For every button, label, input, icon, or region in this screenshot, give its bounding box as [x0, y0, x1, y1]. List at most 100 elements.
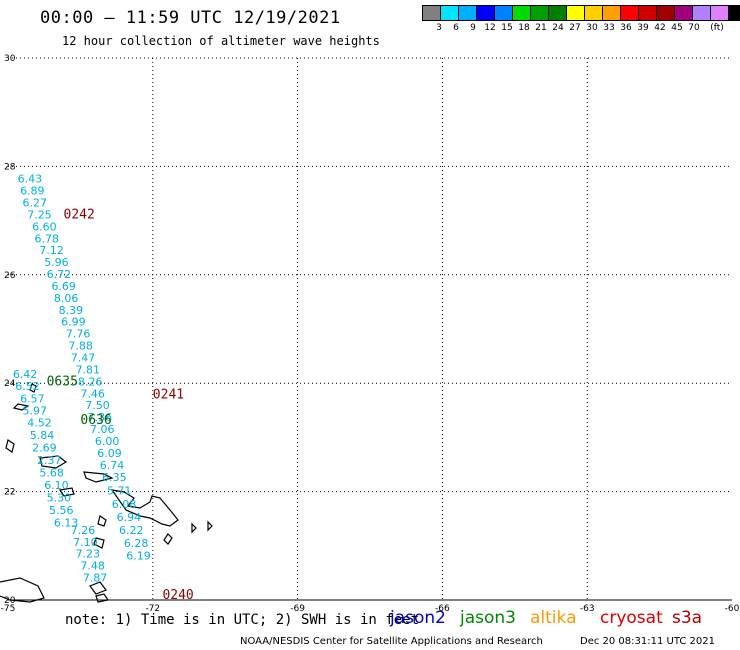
latitude-label: 30 [4, 54, 16, 64]
swh-value: 7.25 [27, 208, 52, 221]
swh-value: 5.56 [49, 504, 74, 517]
legend-tick-label: 9 [470, 23, 476, 33]
longitude-label: -60 [725, 604, 740, 614]
longitude-label: -72 [145, 604, 160, 614]
pass-time-label: 0241 [153, 387, 184, 402]
swh-value: 5.96 [44, 256, 68, 269]
swh-value: 5.97 [22, 405, 47, 418]
legend-tick-label: 6 [453, 23, 459, 33]
swh-value: 6.08 [112, 498, 137, 511]
swh-value: 6.09 [97, 447, 122, 460]
longitude-label: -75 [1, 604, 16, 614]
satellite-jason2: jason2 [390, 608, 446, 628]
latitude-label: 22 [4, 488, 15, 498]
swh-value: 7.12 [39, 244, 64, 257]
legend-tick-label: 15 [501, 23, 513, 33]
legend-tick-label: 33 [603, 23, 615, 33]
swh-value: 7.47 [71, 352, 96, 365]
swh-value: 7.23 [76, 548, 101, 561]
swh-value: 8.26 [78, 375, 103, 388]
swh-value: 5.84 [30, 429, 55, 442]
swh-value: 7.76 [66, 328, 91, 341]
coastline [0, 383, 213, 603]
longitude-label: -66 [435, 604, 450, 614]
legend-swatch [728, 5, 740, 21]
swh-value: 6.22 [119, 524, 144, 537]
swh-value: 6.69 [51, 280, 76, 293]
footer-credit: NOAA/NESDIS Center for Satellite Applica… [240, 636, 543, 647]
swh-value: 6.19 [126, 549, 150, 562]
legend-tick-label: 30 [586, 23, 598, 33]
legend-tick-label: 42 [654, 23, 666, 33]
axis-labels: -75 -72 -69 -66 -63 -60 30 28 26 24 22 20 [1, 54, 740, 614]
latitude-label: 26 [4, 271, 16, 281]
swh-value: 6.35 [102, 471, 127, 484]
swh-value: 6.78 [35, 232, 60, 245]
swh-value: 8.06 [54, 292, 79, 305]
swh-value: 5.71 [107, 484, 131, 497]
swh-value: 6.52 [15, 380, 39, 393]
swh-value: 7.81 [76, 363, 101, 376]
footer-date: Dec 20 08:31:11 UTC 2021 [580, 636, 715, 647]
swh-value: 6.72 [47, 268, 72, 281]
longitude-label: -63 [580, 604, 595, 614]
satellite-altika: altika [530, 608, 577, 628]
swh-value: 7.10 [73, 536, 98, 549]
swh-value: 6.89 [20, 185, 45, 198]
legend-tick-label: 36 [620, 23, 632, 33]
swh-value: 5.68 [39, 466, 64, 479]
footer-note: note: 1) Time is in UTC; 2) SWH is in fe… [65, 612, 420, 628]
swh-value: 4.52 [27, 417, 52, 430]
swh-value: 6.27 [22, 197, 47, 210]
legend-tick-label: 3 [436, 23, 442, 33]
map-title: 00:00 – 11:59 UTC 12/19/2021 [40, 8, 341, 28]
legend-tick-label: (ft) [710, 23, 724, 33]
legend-tick-label: 21 [535, 23, 547, 33]
longitude-label: -69 [290, 604, 305, 614]
swh-value: 6.13 [54, 516, 79, 529]
legend-swatches [422, 5, 740, 21]
satellite-jason3: jason3 [460, 608, 516, 628]
pass-time-labels: 0242 0241 0240 0635 0636 [47, 207, 194, 602]
swh-value: 6.57 [20, 393, 45, 406]
swh-value: 6.74 [100, 459, 125, 472]
legend-tick-label: 45 [671, 23, 683, 33]
swh-value: 6.28 [124, 537, 149, 550]
legend-tick-label: 39 [637, 23, 649, 33]
swh-value: 7.48 [80, 560, 105, 573]
pass-time-label: 0240 [162, 588, 193, 603]
swh-value: 7.87 [83, 572, 108, 585]
swh-value: 7.26 [71, 524, 96, 537]
map-grid [8, 57, 732, 601]
latitude-label: 24 [4, 379, 16, 389]
legend-tick-label: 24 [552, 23, 564, 33]
satellite-cryosat: cryosat [600, 608, 663, 628]
swh-value: 6.94 [117, 511, 142, 524]
legend-tick-label: 70 [688, 23, 700, 33]
legend-tick-label: 12 [484, 23, 496, 33]
swh-value: 6.43 [18, 173, 43, 186]
legend-ticks: 3 6 9 12 15 18 21 24 27 30 33 36 39 42 45 70 (ft) [422, 23, 740, 37]
swh-value: 8.39 [59, 304, 84, 317]
satellite-s3a: s3a [672, 608, 703, 628]
pass-time-label: 0636 [80, 413, 111, 428]
swh-value: 6.99 [61, 316, 86, 329]
swh-value: 7.36 [88, 411, 113, 424]
swh-value: 6.60 [32, 220, 57, 233]
swh-value: 2.37 [37, 454, 62, 467]
pass-time-label: 0635 [47, 374, 78, 389]
legend-tick-label: 27 [569, 23, 581, 33]
swh-value: 7.88 [68, 340, 93, 353]
swh-value: 6.10 [44, 479, 68, 492]
swh-value: 7.06 [90, 423, 115, 436]
legend-tick-label: 18 [518, 23, 530, 33]
swh-value: 6.00 [95, 435, 120, 448]
latitude-label: 20 [4, 596, 16, 606]
swh-value: 7.50 [85, 399, 110, 412]
swh-value: 2.69 [32, 441, 57, 454]
pass-time-label: 0242 [64, 207, 95, 222]
swh-value: 6.42 [13, 368, 38, 381]
latitude-label: 28 [4, 162, 16, 172]
swh-value: 7.46 [80, 387, 105, 400]
